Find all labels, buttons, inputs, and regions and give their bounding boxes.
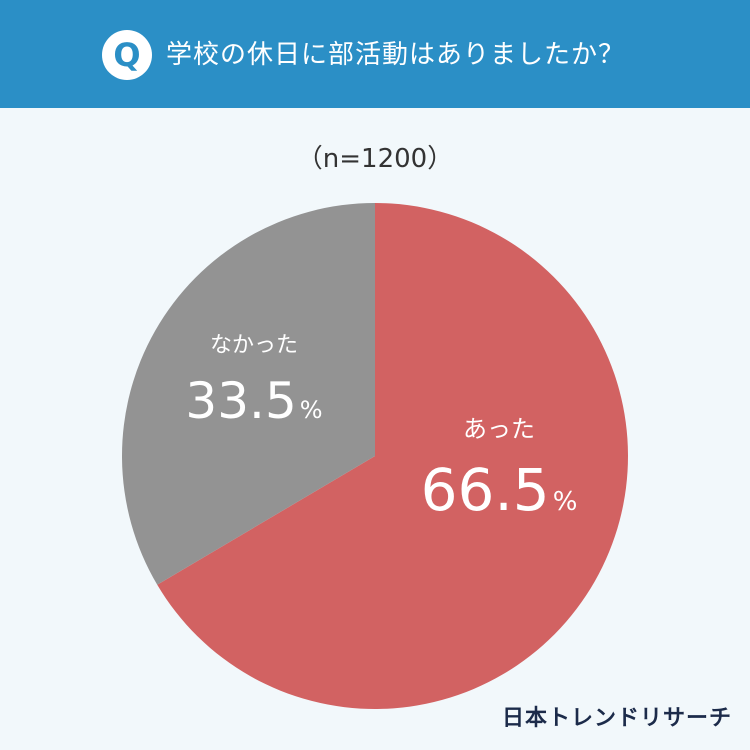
q-badge: Q <box>102 30 152 80</box>
brand-logo: 日本トレンドリサーチ <box>501 706 732 731</box>
slice-value-number-0: 66.5 <box>421 456 550 524</box>
question-header: Q 学校の休日に部活動はありましたか？ <box>0 0 750 108</box>
slice-value-unit-0: % <box>553 487 578 517</box>
question-text: 学校の休日に部活動はありましたか？ <box>166 40 626 70</box>
slice-value-label-1: 33.5% <box>185 372 322 430</box>
slice-value-label-0: 66.5% <box>421 456 578 524</box>
slice-value-number-1: 33.5 <box>185 372 296 430</box>
slice-value-unit-1: % <box>300 396 323 424</box>
pie-slice-0 <box>157 203 628 709</box>
slice-category-label-1: なかった <box>210 333 298 358</box>
sample-size: （n=1200） <box>296 144 454 174</box>
slice-category-label-0: あった <box>463 415 535 443</box>
pie-slice-1 <box>121 203 376 585</box>
q-badge-letter: Q <box>113 36 141 74</box>
